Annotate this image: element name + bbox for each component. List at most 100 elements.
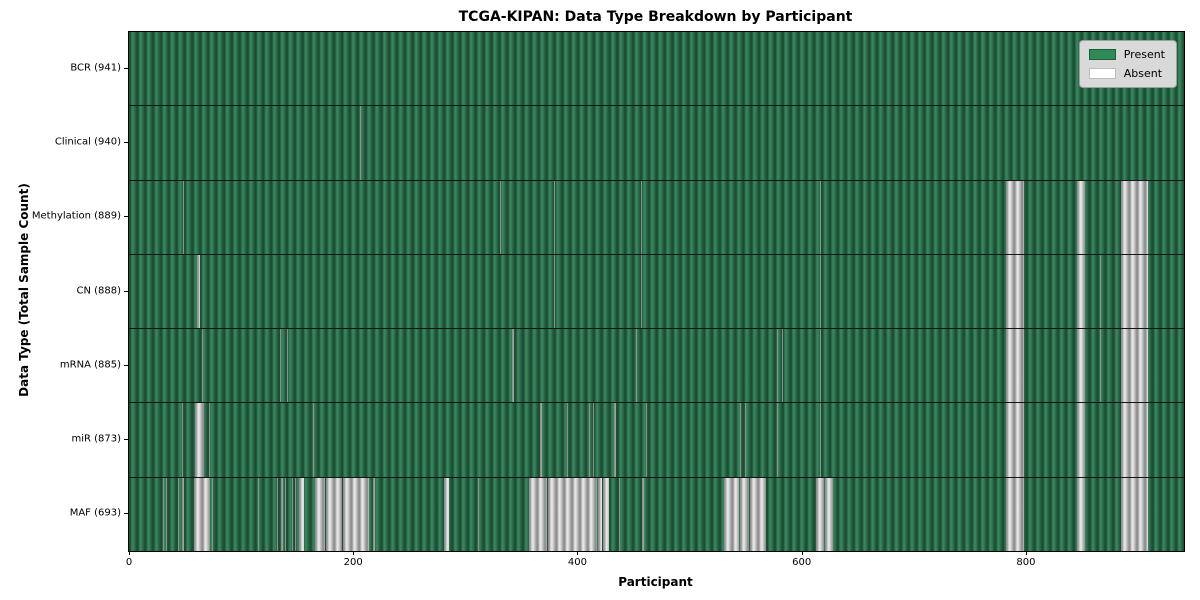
absent-segment: [197, 254, 200, 329]
absent-segment: [1121, 477, 1149, 551]
y-tick-label-Clinical: Clinical (940): [54, 136, 121, 148]
absent-segment: [593, 403, 595, 477]
legend-absent-label: Absent: [1123, 67, 1163, 80]
absent-segment: [781, 329, 783, 403]
absent-segment: [1121, 254, 1149, 329]
absent-segment: [208, 403, 210, 477]
absent-segment: [1077, 329, 1086, 403]
absent-segment: [819, 403, 821, 477]
absent-segment: [1121, 180, 1149, 254]
heatmap-row-Clinical: [129, 105, 1184, 180]
absent-segment: [1077, 254, 1086, 329]
x-tick-mark: [801, 551, 803, 555]
absent-segment: [195, 403, 205, 477]
absent-segment: [819, 329, 821, 403]
absent-segment: [276, 477, 279, 551]
absent-segment: [1121, 403, 1149, 477]
absent-segment: [1005, 180, 1024, 254]
absent-segment: [312, 403, 314, 477]
absent-segment: [280, 329, 282, 403]
absent-segment: [194, 477, 210, 551]
absent-segment: [825, 477, 834, 551]
absent-segment: [1077, 403, 1086, 477]
absent-segment: [529, 477, 548, 551]
x-tick-label-600: 600: [792, 557, 812, 568]
x-tick-label-400: 400: [567, 557, 587, 568]
heatmap-row-mRNA: [129, 328, 1184, 403]
absent-segment: [819, 254, 821, 329]
absent-segment: [284, 477, 286, 551]
heatmap-row-Methylation: [129, 179, 1184, 254]
absent-segment: [326, 477, 342, 551]
y-tick-label-mRNA: mRNA (885): [59, 359, 121, 371]
y-tick-label-CN: CN (888): [76, 285, 121, 296]
absent-segment: [618, 477, 621, 551]
y-tick-mark: [124, 142, 128, 144]
absent-segment: [635, 329, 637, 403]
absent-segment: [291, 477, 293, 551]
x-tick-mark: [353, 551, 355, 555]
legend-present-label: Present: [1123, 48, 1165, 61]
absent-segment: [777, 403, 779, 477]
absent-segment: [642, 477, 644, 551]
absent-segment: [257, 477, 260, 551]
absent-segment: [724, 477, 739, 551]
x-tick-label-0: 0: [125, 557, 133, 568]
y-tick-mark: [124, 68, 128, 70]
y-tick-label-BCR: BCR (941): [70, 62, 121, 74]
absent-segment: [567, 403, 569, 477]
absent-segment: [162, 477, 164, 551]
y-tick-mark: [124, 364, 128, 366]
absent-segment: [1005, 329, 1024, 403]
absent-segment: [744, 403, 746, 477]
absent-segment: [477, 477, 479, 551]
plot-area: Present Absent: [128, 31, 1185, 552]
absent-segment: [444, 477, 449, 551]
absent-segment: [500, 180, 502, 254]
heatmap-row-MAF: [129, 476, 1184, 551]
absent-segment: [512, 329, 514, 403]
chart-title: TCGA-KIPAN: Data Type Breakdown by Parti…: [458, 9, 853, 25]
y-tick-label-Methylation: Methylation (889): [31, 210, 121, 222]
absent-segment: [1005, 403, 1024, 477]
absent-segment: [553, 254, 556, 329]
legend-item-absent: Absent: [1088, 67, 1165, 80]
y-tick-mark: [124, 438, 128, 440]
absent-segment: [343, 477, 369, 551]
absent-segment: [1005, 477, 1024, 551]
y-axis-label: Data Type (Total Sample Count): [17, 183, 31, 397]
absent-segment: [645, 403, 647, 477]
absent-segment: [1005, 254, 1024, 329]
absent-segment: [588, 403, 590, 477]
absent-segment: [373, 477, 375, 551]
absent-segment: [287, 329, 289, 403]
x-tick-mark: [577, 551, 579, 555]
absent-segment: [750, 477, 766, 551]
absent-segment: [201, 329, 203, 403]
heatmap-row-miR: [129, 402, 1184, 477]
x-axis-label: Participant: [618, 575, 693, 589]
absent-segment: [178, 477, 180, 551]
absent-segment: [1077, 180, 1086, 254]
absent-segment: [740, 403, 742, 477]
absent-segment: [1121, 329, 1149, 403]
y-tick-mark: [124, 216, 128, 218]
absent-segment: [548, 477, 597, 551]
absent-segment: [182, 180, 184, 254]
absent-swatch-icon: [1088, 68, 1116, 79]
absent-segment: [540, 403, 542, 477]
x-tick-label-800: 800: [1016, 557, 1036, 568]
absent-segment: [740, 477, 749, 551]
absent-segment: [1099, 329, 1102, 403]
absent-segment: [1077, 477, 1086, 551]
absent-segment: [315, 477, 326, 551]
y-tick-label-miR: miR (873): [71, 433, 121, 445]
heatmap-row-BCR: [129, 32, 1184, 106]
present-swatch-icon: [1088, 49, 1116, 60]
y-tick-label-MAF: MAF (693): [69, 507, 121, 519]
y-tick-mark: [124, 290, 128, 292]
absent-segment: [299, 477, 304, 551]
absent-segment: [281, 477, 283, 551]
absent-segment: [614, 403, 616, 477]
